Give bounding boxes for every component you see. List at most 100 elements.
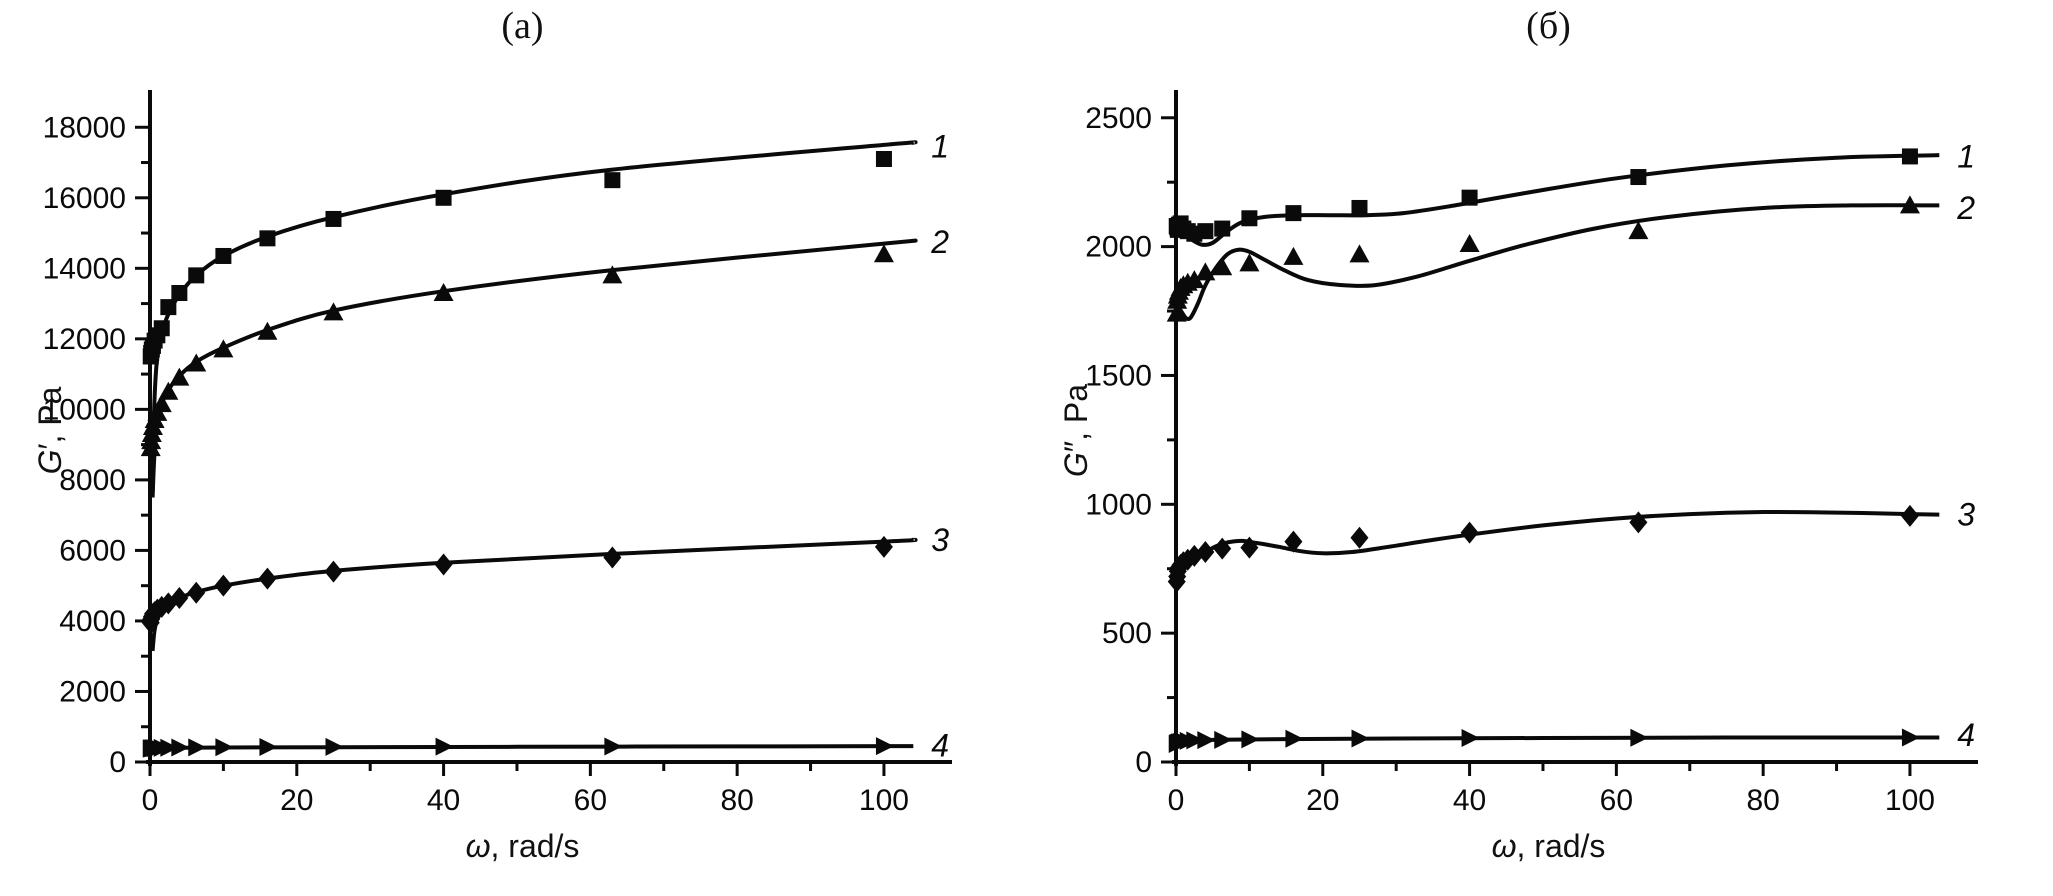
diamond-marker (170, 587, 189, 610)
omega-units: , rad/s (1516, 828, 1606, 864)
diamond-marker (1350, 526, 1369, 549)
triangle-right-marker (171, 738, 190, 757)
triangle-up-marker (1349, 244, 1370, 263)
triangle-right-marker (1197, 731, 1216, 750)
series-2-curve-label: 2 (930, 224, 949, 260)
series-4-markers (142, 737, 894, 758)
triangle-up-marker (1184, 270, 1205, 289)
square-marker (604, 172, 621, 189)
y-tick-label: 8000 (59, 464, 126, 497)
series-2-markers (1166, 195, 1920, 322)
x-tick-label: 100 (1885, 784, 1935, 817)
triangle-right-marker (1214, 730, 1233, 749)
triangle-up-marker (1283, 246, 1304, 265)
triangle-right-marker (1461, 729, 1480, 748)
series-1-markers (1168, 148, 1918, 242)
triangle-up-marker (433, 283, 454, 301)
triangle-up-marker (151, 394, 172, 413)
triangle-right-marker (875, 737, 894, 756)
triangle-up-marker (1899, 195, 1920, 214)
series-3-markers (141, 535, 893, 634)
diamond-marker (1460, 521, 1479, 544)
x-tick-label: 20 (280, 784, 313, 817)
diamond-marker (1240, 536, 1259, 559)
x-tick-label: 60 (574, 784, 607, 817)
chart-a-x-axis-label: ω, rad/s (150, 828, 895, 865)
x-tick-label: 40 (1453, 784, 1486, 817)
triangle-up-marker (1212, 257, 1233, 276)
square-marker (325, 210, 342, 227)
triangle-up-marker (257, 321, 278, 340)
omega-symbol: ω (1491, 828, 1517, 864)
x-tick-label: 0 (142, 784, 159, 817)
series-1: 1 (142, 129, 949, 495)
axes (146, 90, 952, 766)
series-2-curve (150, 238, 918, 498)
square-marker (215, 247, 232, 264)
diamond-marker (1629, 511, 1648, 534)
triangle-right-marker (1241, 730, 1260, 749)
g-double-prime-units: ″, Pa (1058, 383, 1094, 453)
y-tick-label: 2500 (1085, 102, 1152, 135)
y-tick-label: 12000 (43, 323, 126, 356)
triangle-right-marker (1630, 728, 1649, 747)
series-4-curve-label: 4 (1957, 717, 1975, 753)
diamond-marker (214, 574, 233, 597)
diamond-marker (1185, 544, 1204, 567)
y-tick-label: 6000 (59, 534, 126, 567)
series-3-curve-label: 3 (1957, 497, 1975, 533)
square-marker (1351, 199, 1368, 216)
x-tick-label: 20 (1306, 784, 1339, 817)
square-marker (1461, 189, 1478, 206)
diamond-marker (874, 535, 893, 558)
chart-b: 0 20 40 60 80 100 0 500 1000 1500 2000 2500 1 2 3 4 (б)… (1026, 0, 2053, 896)
triangle-right-marker (215, 738, 234, 757)
series-3: 3 (141, 522, 949, 652)
g-prime-units: ′, Pa (32, 386, 68, 450)
chart-b-title: (б) (1526, 5, 1571, 47)
tick-labels: 0 20 40 60 80 100 0 2000 4000 6000 8000 10000 12000 1… (43, 111, 909, 817)
chart-a-y-axis-label: G′, Pa (32, 58, 69, 803)
square-marker (153, 320, 170, 337)
x-tick-label: 40 (427, 784, 460, 817)
series-2-curve-label: 2 (1956, 190, 1975, 226)
series-1-curve (1177, 153, 1940, 247)
triangle-right-marker (259, 738, 278, 757)
series-1-curve-label: 1 (1957, 138, 1975, 174)
omega-units: , rad/s (490, 828, 580, 864)
square-marker (160, 299, 177, 316)
square-marker (875, 151, 892, 167)
ticks (135, 125, 886, 776)
g-prime-symbol: G (32, 449, 68, 475)
triangle-up-marker (873, 244, 894, 263)
series-2: 2 (140, 224, 949, 498)
triangle-up-marker (1195, 262, 1216, 281)
series-1-curve-label: 1 (931, 129, 949, 165)
series-4: 4 (1168, 717, 1975, 753)
series-3-curve (150, 537, 918, 652)
triangle-up-marker (169, 367, 190, 386)
triangle-right-marker (188, 738, 207, 757)
diamond-marker (324, 560, 343, 583)
x-tick-label: 80 (1746, 784, 1779, 817)
square-marker (1901, 148, 1918, 165)
diamond-marker (1900, 504, 1919, 527)
square-marker (435, 189, 452, 206)
diamond-marker (1178, 548, 1197, 571)
diamond-marker (1213, 537, 1232, 560)
chart-b-x-axis-label: ω, rad/s (1176, 828, 1921, 865)
diamond-marker (187, 581, 206, 604)
series-4-markers (1168, 728, 1920, 753)
triangle-up-marker (602, 265, 623, 284)
series-3-curve-label: 3 (931, 522, 949, 558)
ticks (1161, 116, 1912, 776)
triangle-right-marker (325, 737, 344, 756)
square-marker (1197, 223, 1214, 240)
y-tick-label: 1500 (1085, 359, 1152, 392)
y-tick-label: 0 (109, 746, 126, 779)
chart-a-title: (a) (501, 5, 544, 47)
square-marker (171, 285, 188, 301)
square-marker (259, 230, 276, 247)
triangle-right-marker (435, 737, 454, 756)
